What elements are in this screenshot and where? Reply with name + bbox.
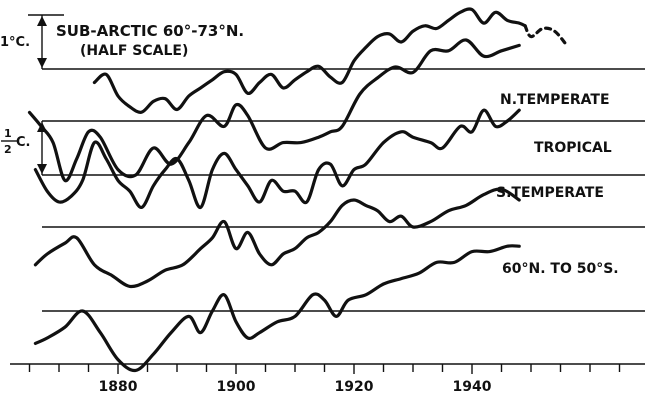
x-tick-label-1920: 1920 <box>335 379 374 395</box>
curve-s-temperate <box>33 187 521 289</box>
half-degree-unit: C. <box>16 135 30 150</box>
one-degree-scale <box>28 14 64 69</box>
label-global: 60°N. TO 50°S. <box>502 261 619 277</box>
x-tick-label-1900: 1900 <box>217 379 256 395</box>
label-sub-arctic: SUB-ARCTIC 60°-73°N. <box>56 22 244 40</box>
curve-global <box>33 244 521 373</box>
curve-sub-arctic <box>92 7 527 114</box>
half-degree-numerator: 1 <box>4 127 12 140</box>
one-degree-label: 1°C. <box>0 35 30 50</box>
series-curves <box>27 7 568 373</box>
label-s-temperate: S.TEMPERATE <box>496 185 604 201</box>
x-axis-ticks: 1880 1900 1920 1940 <box>28 364 621 395</box>
curve-sub-arctic-dashed-extension <box>523 24 568 47</box>
curve-tropical <box>33 108 521 209</box>
half-degree-denominator: 2 <box>4 143 12 156</box>
x-tick-label-1940: 1940 <box>453 379 492 395</box>
label-half-scale: (HALF SCALE) <box>80 43 188 59</box>
label-tropical: TROPICAL <box>534 140 612 156</box>
label-n-temperate: N.TEMPERATE <box>500 92 610 108</box>
curve-n-temperate <box>27 38 521 183</box>
x-tick-label-1880: 1880 <box>99 379 138 395</box>
